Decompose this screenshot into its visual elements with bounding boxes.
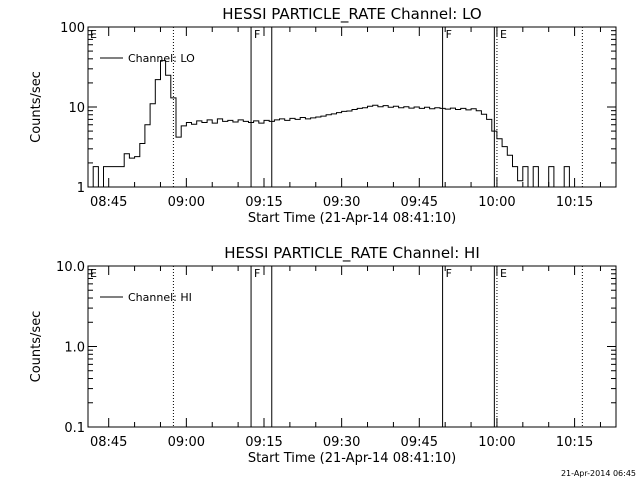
x-axis-label: Start Time (21-Apr-14 08:41:10) <box>248 211 456 226</box>
panel-hi: HESSI PARTICLE_RATE Channel: HI 0.1 1.0 10.… <box>29 244 617 466</box>
panel-lo: HESSI PARTICLE_RATE Channel: LO 1 10 100 08:… <box>29 5 617 226</box>
event-marker-label: F <box>254 28 260 41</box>
x-axis-label: Start Time (21-Apr-14 08:41:10) <box>248 451 456 466</box>
event-marker-label: E <box>500 267 507 280</box>
legend-entry: Channel: HI <box>128 291 192 304</box>
x-tick-label: 09:30 <box>323 195 360 210</box>
y-tick-label: 10 <box>68 101 85 116</box>
x-tick-label: 08:45 <box>90 435 127 450</box>
x-tick-label: 09:15 <box>245 435 282 450</box>
x-tick-label: 09:00 <box>168 435 205 450</box>
y-axis-label: Counts/sec <box>29 311 44 383</box>
x-tick-label: 10:15 <box>556 435 593 450</box>
y-tick-label: 10.0 <box>56 260 85 275</box>
edge-marker-label: E <box>90 28 97 41</box>
y-tick-label: 100 <box>60 21 85 36</box>
chart-title: HESSI PARTICLE_RATE Channel: HI <box>224 244 480 263</box>
x-tick-label: 09:00 <box>168 195 205 210</box>
x-tick-label: 09:30 <box>323 435 360 450</box>
x-tick-label: 10:00 <box>478 435 515 450</box>
x-tick-label: 08:45 <box>90 195 127 210</box>
event-marker-label: E <box>500 28 507 41</box>
x-tick-label: 09:45 <box>401 195 438 210</box>
y-tick-label: 1 <box>77 181 85 196</box>
y-tick-label: 0.1 <box>64 421 85 436</box>
event-marker-label: F <box>254 267 260 280</box>
series-line <box>88 60 585 187</box>
x-tick-label: 09:45 <box>401 435 438 450</box>
y-tick-label: 1.0 <box>64 341 85 356</box>
y-axis-label: Counts/sec <box>29 71 44 143</box>
chart-title: HESSI PARTICLE_RATE Channel: LO <box>222 5 481 24</box>
x-tick-label: 10:15 <box>556 195 593 210</box>
event-marker-label: F <box>446 267 452 280</box>
footer-timestamp: 21-Apr-2014 06:45 <box>561 469 636 478</box>
legend-entry: Channel: LO <box>128 52 195 65</box>
x-tick-label: 09:15 <box>245 195 282 210</box>
event-marker-label: F <box>446 28 452 41</box>
plot-frame <box>87 26 617 188</box>
x-tick-label: 10:00 <box>478 195 515 210</box>
edge-marker-label: E <box>90 267 97 280</box>
